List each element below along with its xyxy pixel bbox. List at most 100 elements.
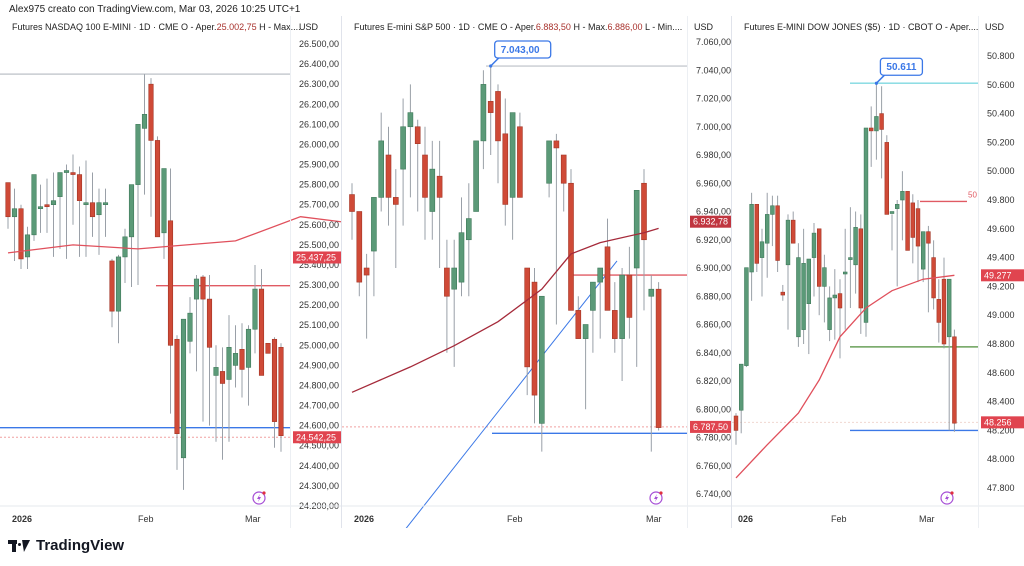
x-axis-label: Mar — [919, 514, 935, 524]
price-axis-divider — [687, 16, 688, 528]
svg-text:6.932,78: 6.932,78 — [693, 217, 728, 227]
candle — [83, 202, 89, 205]
price-label — [981, 269, 1024, 282]
chart-pane-sp500[interactable]: 7.060,00 7.040,00 7.020,00 7.000,00 6.980,00… — [342, 16, 731, 528]
y-tick-label: 6.980,00 — [696, 150, 731, 160]
candle — [509, 112, 516, 198]
candle — [817, 228, 822, 287]
candle — [582, 324, 589, 339]
candle — [947, 278, 952, 338]
candle — [900, 191, 905, 201]
y-tick-label: 7.040,00 — [696, 65, 731, 75]
candle — [524, 267, 530, 368]
chart-pane-dow[interactable]: 50.800 50.600 50.400 50.200 50.000 49.800 49.6… — [732, 16, 1024, 528]
candle — [531, 281, 538, 396]
candle — [770, 205, 775, 215]
y-tick-label: 26.000,00 — [299, 139, 339, 149]
pane-divider[interactable] — [731, 16, 732, 528]
x-axis-label: 2026 — [354, 514, 375, 524]
y-tick-label: 6.840,00 — [696, 348, 731, 358]
price-label — [293, 251, 341, 264]
y-tick-label: 6.940,00 — [696, 207, 731, 217]
y-tick-label: 6.960,00 — [696, 178, 731, 188]
candle — [385, 154, 392, 198]
candle — [806, 258, 812, 304]
y-tick-label: 26.500,00 — [299, 39, 339, 49]
candle — [936, 299, 941, 323]
lightning-icon — [940, 491, 954, 505]
y-tick-label: 50.800 — [987, 51, 1015, 61]
candle — [619, 274, 625, 339]
price-label — [981, 416, 1024, 429]
candle — [371, 197, 377, 252]
candlestick-chart[interactable]: 26.500,00 26.400,00 26.300,00 26.200,00 26.1… — [0, 16, 341, 528]
y-tick-label: 48.400 — [987, 397, 1015, 407]
candlestick-chart[interactable]: 50.800 50.600 50.400 50.200 50.000 49.800 49.6… — [732, 16, 1024, 528]
y-tick-label: 47.800 — [987, 483, 1015, 493]
tradingview-brand[interactable]: TradingView — [8, 537, 124, 554]
candle — [356, 211, 363, 283]
candle — [764, 214, 770, 244]
candle — [148, 83, 154, 141]
price-axis-divider — [978, 16, 979, 528]
candle — [921, 231, 926, 270]
currency-label: USD — [985, 22, 1005, 32]
y-tick-label: 26.100,00 — [299, 119, 339, 129]
candle — [349, 194, 355, 212]
y-tick-label: 25.000,00 — [299, 340, 339, 350]
candle — [245, 328, 252, 368]
candle — [278, 347, 284, 436]
candle — [429, 168, 436, 212]
y-tick-label: 25.100,00 — [299, 320, 339, 330]
y-tick-label: 48.600 — [987, 368, 1015, 378]
candle — [889, 211, 895, 214]
price-label — [690, 215, 731, 228]
y-tick-label: 25.800,00 — [299, 180, 339, 190]
candle — [775, 205, 780, 261]
candle — [655, 288, 662, 428]
candle — [226, 347, 232, 380]
chart-pane-nasdaq[interactable]: 26.500,00 26.400,00 26.300,00 26.200,00 26.1… — [0, 16, 341, 528]
candle — [884, 142, 889, 215]
pane-title: Futures E-mini S&P 500 · 1D · CME O - Ap… — [354, 22, 683, 32]
candle — [502, 133, 509, 205]
y-tick-label: 6.860,00 — [696, 320, 731, 330]
candle — [473, 140, 479, 212]
y-tick-label: 6.740,00 — [696, 489, 731, 499]
lightning-icon — [649, 491, 663, 505]
candle — [648, 288, 655, 297]
candle — [837, 293, 843, 309]
pane-divider[interactable] — [341, 16, 342, 528]
candle — [141, 114, 148, 129]
candle — [50, 200, 57, 205]
candle — [400, 126, 406, 170]
y-tick-label: 49.400 — [987, 253, 1015, 263]
candle — [31, 174, 37, 236]
candle — [780, 291, 786, 296]
candle — [895, 204, 900, 209]
candle — [879, 113, 884, 130]
candle — [575, 310, 582, 339]
y-tick-label: 6.760,00 — [696, 461, 731, 471]
candle — [874, 116, 879, 132]
candle — [167, 220, 174, 346]
y-tick-label: 49.200 — [987, 281, 1015, 291]
candle — [422, 154, 428, 198]
candle — [832, 294, 838, 299]
y-tick-label: 26.200,00 — [299, 99, 339, 109]
candle — [271, 338, 278, 422]
svg-text:24.542,25: 24.542,25 — [296, 432, 336, 442]
candle — [102, 202, 109, 205]
candlestick-chart[interactable]: 7.060,00 7.040,00 7.020,00 7.000,00 6.980,00… — [342, 16, 731, 528]
candle — [517, 126, 523, 198]
y-tick-label: 24.400,00 — [299, 461, 339, 471]
candle — [749, 204, 754, 273]
candle — [869, 127, 874, 132]
candle — [480, 84, 487, 142]
chart-caption: Alex975 creato con TradingView.com, Mar … — [9, 4, 301, 15]
candle — [848, 257, 853, 260]
y-tick-label: 50.000 — [987, 166, 1015, 176]
y-tick-label: 48.200 — [987, 425, 1015, 435]
candle — [626, 274, 633, 318]
svg-text:6.787,50: 6.787,50 — [693, 422, 728, 432]
